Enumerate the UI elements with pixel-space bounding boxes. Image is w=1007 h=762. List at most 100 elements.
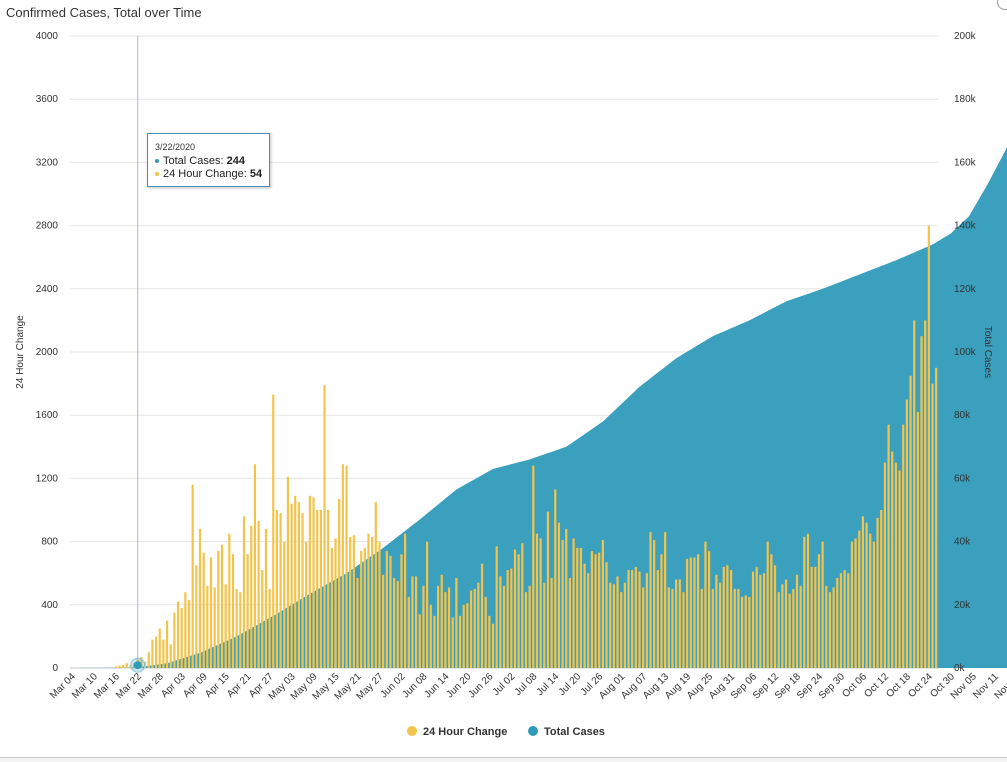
change-bar	[513, 549, 517, 668]
change-bar	[671, 589, 674, 668]
change-bar	[850, 541, 854, 668]
change-bar	[737, 589, 740, 668]
total-cases-area	[70, 146, 1007, 668]
change-bar	[510, 568, 513, 668]
change-bar	[700, 589, 703, 668]
change-bar	[773, 565, 777, 668]
change-bar	[301, 513, 304, 668]
change-bar	[740, 596, 744, 668]
change-bar	[458, 615, 462, 668]
change-bar	[341, 464, 344, 668]
change-bar	[865, 522, 868, 668]
change-bar	[378, 541, 381, 668]
y-right-tick-label: 100k	[954, 347, 977, 358]
change-bar	[173, 612, 176, 668]
change-bar	[788, 593, 791, 668]
change-bar	[535, 533, 539, 668]
legend-label[interactable]: Total Cases	[544, 726, 605, 738]
y-left-tick-label: 400	[41, 600, 58, 611]
change-bar	[404, 533, 407, 668]
chart-title: Confirmed Cases, Total over Time	[6, 5, 202, 20]
change-bar	[253, 464, 257, 668]
change-bar	[759, 574, 762, 668]
change-bar	[876, 517, 879, 668]
change-bar	[722, 566, 725, 668]
change-bar	[660, 554, 663, 668]
tooltip-total-value: 244	[226, 155, 245, 167]
change-bar	[158, 628, 161, 668]
change-bar	[839, 573, 843, 668]
change-bar	[275, 510, 279, 668]
change-dot-icon	[155, 172, 159, 177]
change-bar	[279, 513, 282, 668]
change-bar	[418, 614, 421, 668]
change-bar	[726, 565, 729, 668]
change-bar	[352, 535, 355, 668]
change-bar	[528, 585, 531, 668]
legend-marker	[407, 726, 417, 736]
change-bar	[784, 579, 788, 668]
change-bar	[554, 489, 557, 668]
y-left-tick-label: 4000	[36, 31, 59, 42]
change-bar	[935, 367, 938, 668]
change-bar	[272, 394, 275, 668]
change-bar	[557, 522, 561, 668]
change-bar	[338, 498, 341, 668]
change-bar	[308, 495, 311, 668]
change-bar	[806, 533, 810, 668]
y-right-tick-label: 40k	[954, 537, 971, 548]
total-dot-icon	[155, 159, 159, 164]
change-bar	[751, 571, 755, 668]
change-bar	[286, 476, 290, 668]
info-icon[interactable]	[997, 0, 1007, 10]
change-bar	[319, 510, 322, 668]
change-bar	[583, 563, 586, 668]
tooltip-change-label: 24 Hour Change:	[163, 168, 247, 180]
change-bar	[382, 574, 385, 668]
change-bar	[836, 577, 839, 668]
change-bar	[828, 592, 832, 668]
change-bar	[532, 465, 535, 668]
legend-label[interactable]: 24 Hour Change	[423, 726, 507, 738]
change-bar	[909, 375, 912, 668]
change-bar	[217, 551, 220, 668]
change-bar	[642, 587, 645, 668]
change-bar	[656, 570, 659, 668]
change-bar	[891, 451, 894, 668]
change-bar	[191, 484, 194, 668]
change-bar	[766, 541, 769, 668]
change-bar	[415, 576, 418, 668]
tooltip-change-row: 24 Hour Change: 54	[155, 168, 263, 181]
tooltip-total-label: Total Cases:	[163, 155, 224, 167]
y-left-tick-label: 1600	[36, 410, 59, 421]
change-bar	[209, 557, 213, 668]
change-bar	[887, 424, 890, 668]
change-bar	[140, 656, 143, 668]
change-bar	[360, 551, 363, 668]
change-bar	[268, 589, 271, 668]
change-bar	[400, 554, 403, 668]
change-bar	[861, 516, 865, 668]
change-bar	[250, 525, 253, 668]
change-bar	[187, 600, 191, 668]
change-bar	[305, 541, 308, 668]
change-bar	[169, 644, 172, 668]
change-bar	[440, 574, 443, 668]
change-bar	[803, 536, 806, 668]
change-bar	[451, 617, 454, 668]
change-bar	[374, 502, 377, 668]
hover-marker[interactable]	[133, 661, 142, 670]
change-bar	[327, 510, 330, 668]
change-bar	[609, 582, 612, 668]
change-bar	[323, 385, 326, 668]
change-bar	[620, 592, 623, 668]
change-bar	[407, 596, 410, 668]
change-bar	[697, 554, 700, 668]
change-bar	[165, 620, 169, 668]
change-bar	[770, 554, 773, 668]
change-bar	[718, 582, 722, 668]
change-bar	[843, 570, 846, 668]
change-bar	[517, 554, 520, 668]
change-bar	[927, 225, 930, 668]
change-bar	[924, 320, 927, 668]
